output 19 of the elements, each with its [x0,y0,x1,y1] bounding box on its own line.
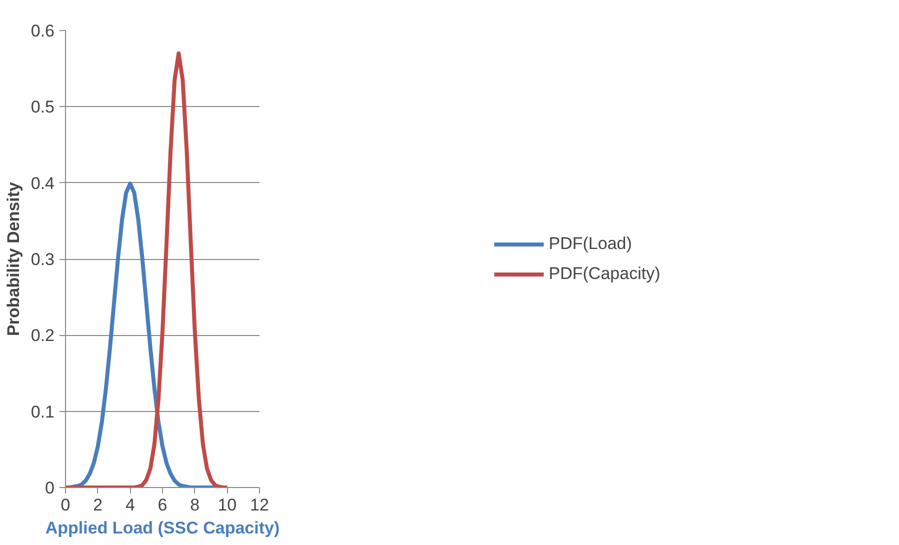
x-tick-label: 2 [93,496,103,514]
y-tick-label: 0.6 [30,22,55,40]
line-series [66,51,230,488]
x-tick-label: 12 [250,496,269,514]
y-tick-label: 0.1 [30,402,55,422]
y-tick-label: 0.5 [30,98,55,117]
x-tick-label: 4 [125,496,135,514]
legend-label: PDF(Capacity) [548,264,660,284]
x-tick-label: 6 [158,496,168,514]
x-tick-label: 0 [60,496,70,514]
y-axis-title: Probability Density [4,181,23,336]
x-tick-label: 8 [190,496,200,514]
y-tick-label: 0.4 [30,174,55,193]
y-tick-label: 0.2 [30,326,55,346]
y-tick-label: 0.3 [30,250,55,269]
x-tick-label: 10 [218,496,237,514]
legend-label: PDF(Load) [548,234,632,254]
y-tick-label: 0 [45,478,55,498]
x-axis-title: Applied Load (SSC Capacity) [45,518,280,538]
